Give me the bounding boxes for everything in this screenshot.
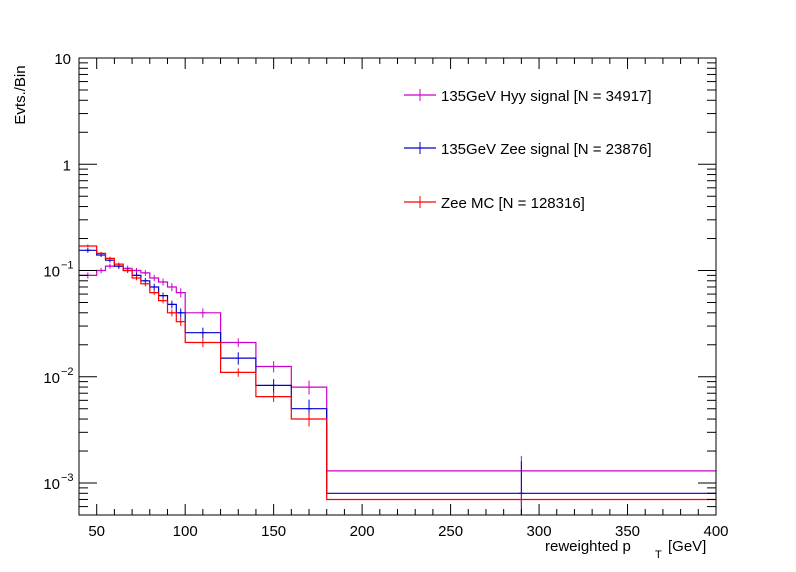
x-tick-label: 400: [703, 523, 728, 540]
x-tick-label: 150: [261, 523, 286, 540]
y-tick-label: 10: [43, 370, 60, 387]
y-tick-label-exponent: −1: [61, 260, 74, 272]
y-tick-label: 10: [43, 264, 60, 281]
x-tick-label: 300: [527, 523, 552, 540]
x-axis-label: reweighted p T [GeV]: [545, 538, 706, 561]
series-3: [79, 244, 716, 507]
series-step-line: [79, 245, 716, 501]
series-layer: [79, 244, 716, 515]
legend-entry-label: 135GeV Hyy signal [N = 34917]: [441, 88, 652, 105]
legend: 135GeV Hyy signal [N = 34917] 135GeV Zee …: [404, 88, 652, 212]
legend-entry-label: 135GeV Zee signal [N = 23876]: [441, 141, 652, 158]
x-axis-label-main: reweighted p: [545, 538, 631, 555]
x-axis-label-subscript: T: [655, 549, 662, 561]
y-tick-label-exponent: −2: [61, 366, 74, 378]
legend-entry-label: Zee MC [N = 128316]: [441, 195, 585, 212]
x-tick-label: 200: [350, 523, 375, 540]
x-tick-label: 350: [615, 523, 640, 540]
y-tick-label: 1: [63, 157, 71, 174]
x-tick-label: 100: [173, 523, 198, 540]
x-axis-label-unit: [GeV]: [668, 538, 706, 555]
x-tick-label: 50: [88, 523, 105, 540]
x-tick-label: 250: [438, 523, 463, 540]
y-tick-label: 10: [54, 51, 71, 68]
y-tick-label: 10: [43, 476, 60, 493]
x-axis: 50 100 150 200 250 300 350 400: [78, 58, 729, 540]
y-tick-label-exponent: −3: [61, 472, 74, 484]
y-axis-label: Evts./Bin: [12, 65, 29, 124]
